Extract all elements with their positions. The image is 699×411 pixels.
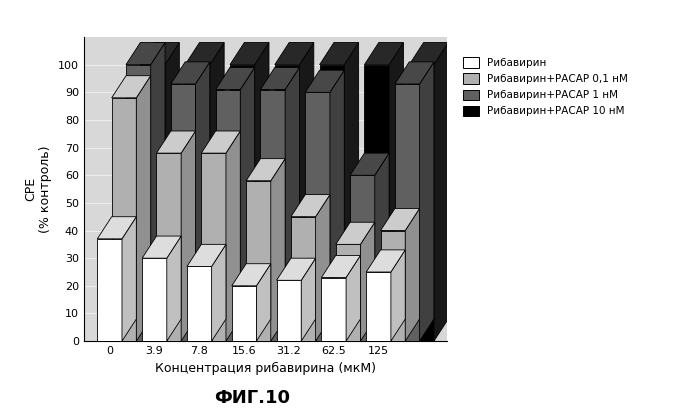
Polygon shape — [240, 67, 254, 341]
Polygon shape — [301, 258, 315, 341]
Y-axis label: CPE
(% контроль): CPE (% контроль) — [24, 145, 52, 233]
Bar — [261, 90, 285, 341]
Bar — [336, 245, 361, 341]
Polygon shape — [257, 264, 271, 341]
Bar — [201, 153, 226, 341]
Polygon shape — [315, 194, 330, 341]
Polygon shape — [246, 159, 285, 181]
Polygon shape — [305, 70, 345, 92]
Polygon shape — [291, 194, 330, 217]
Polygon shape — [196, 62, 210, 341]
Polygon shape — [140, 42, 180, 65]
Polygon shape — [230, 42, 269, 65]
Polygon shape — [319, 42, 359, 65]
Polygon shape — [187, 245, 226, 266]
Polygon shape — [216, 67, 254, 90]
Polygon shape — [232, 264, 271, 286]
Bar — [409, 65, 434, 341]
Polygon shape — [336, 222, 375, 245]
Polygon shape — [226, 131, 240, 341]
Polygon shape — [364, 42, 403, 65]
Polygon shape — [171, 62, 210, 84]
Polygon shape — [419, 62, 434, 341]
Polygon shape — [322, 255, 361, 277]
Bar — [187, 266, 212, 341]
Bar — [366, 272, 391, 341]
Bar — [97, 239, 122, 341]
Polygon shape — [151, 42, 165, 341]
Polygon shape — [285, 67, 299, 341]
Bar — [126, 65, 151, 341]
Bar — [322, 277, 346, 341]
Bar — [216, 90, 240, 341]
Bar — [140, 65, 165, 341]
Polygon shape — [271, 159, 285, 341]
Bar — [380, 231, 405, 341]
Polygon shape — [389, 42, 403, 341]
Polygon shape — [361, 222, 375, 341]
Polygon shape — [277, 258, 315, 280]
Polygon shape — [181, 131, 196, 341]
Polygon shape — [405, 208, 419, 341]
Polygon shape — [185, 42, 224, 65]
Bar — [305, 92, 330, 341]
Polygon shape — [380, 208, 419, 231]
Polygon shape — [212, 245, 226, 341]
Bar — [157, 153, 181, 341]
Text: ФИГ.10: ФИГ.10 — [214, 389, 289, 407]
Polygon shape — [142, 236, 181, 258]
Polygon shape — [97, 217, 136, 239]
Polygon shape — [366, 250, 405, 272]
Bar — [395, 84, 419, 341]
X-axis label: Концентрация рибавирина (мкМ): Концентрация рибавирина (мкМ) — [155, 362, 376, 374]
Polygon shape — [210, 42, 224, 341]
Bar — [275, 65, 299, 341]
Bar — [277, 280, 301, 341]
Polygon shape — [167, 236, 181, 341]
Bar — [350, 175, 375, 341]
Bar — [232, 286, 257, 341]
Bar — [319, 65, 345, 341]
Bar — [291, 217, 315, 341]
Polygon shape — [201, 131, 240, 153]
Polygon shape — [299, 42, 314, 341]
Bar — [246, 181, 271, 341]
Bar — [112, 98, 136, 341]
Polygon shape — [409, 42, 448, 65]
Polygon shape — [375, 153, 389, 341]
Polygon shape — [434, 42, 448, 341]
Polygon shape — [345, 42, 359, 341]
Bar — [142, 258, 167, 341]
Polygon shape — [330, 70, 345, 341]
Polygon shape — [122, 217, 136, 341]
Bar — [185, 65, 210, 341]
Polygon shape — [346, 255, 361, 341]
Legend: Рибавирин, Рибавирин+РАСАР 0,1 нМ, Рибавирин+РАСАР 1 нМ, Рибавирин+РАСАР 10 нМ: Рибавирин, Рибавирин+РАСАР 0,1 нМ, Рибав… — [463, 58, 628, 116]
Polygon shape — [350, 153, 389, 175]
Polygon shape — [391, 250, 405, 341]
Bar — [364, 65, 389, 341]
Polygon shape — [261, 67, 299, 90]
Polygon shape — [126, 42, 165, 65]
Polygon shape — [112, 76, 151, 98]
Polygon shape — [136, 76, 151, 341]
Polygon shape — [275, 42, 314, 65]
Bar — [171, 84, 196, 341]
Bar — [230, 65, 254, 341]
Polygon shape — [157, 131, 196, 153]
Polygon shape — [254, 42, 269, 341]
Polygon shape — [395, 62, 434, 84]
Polygon shape — [165, 42, 180, 341]
